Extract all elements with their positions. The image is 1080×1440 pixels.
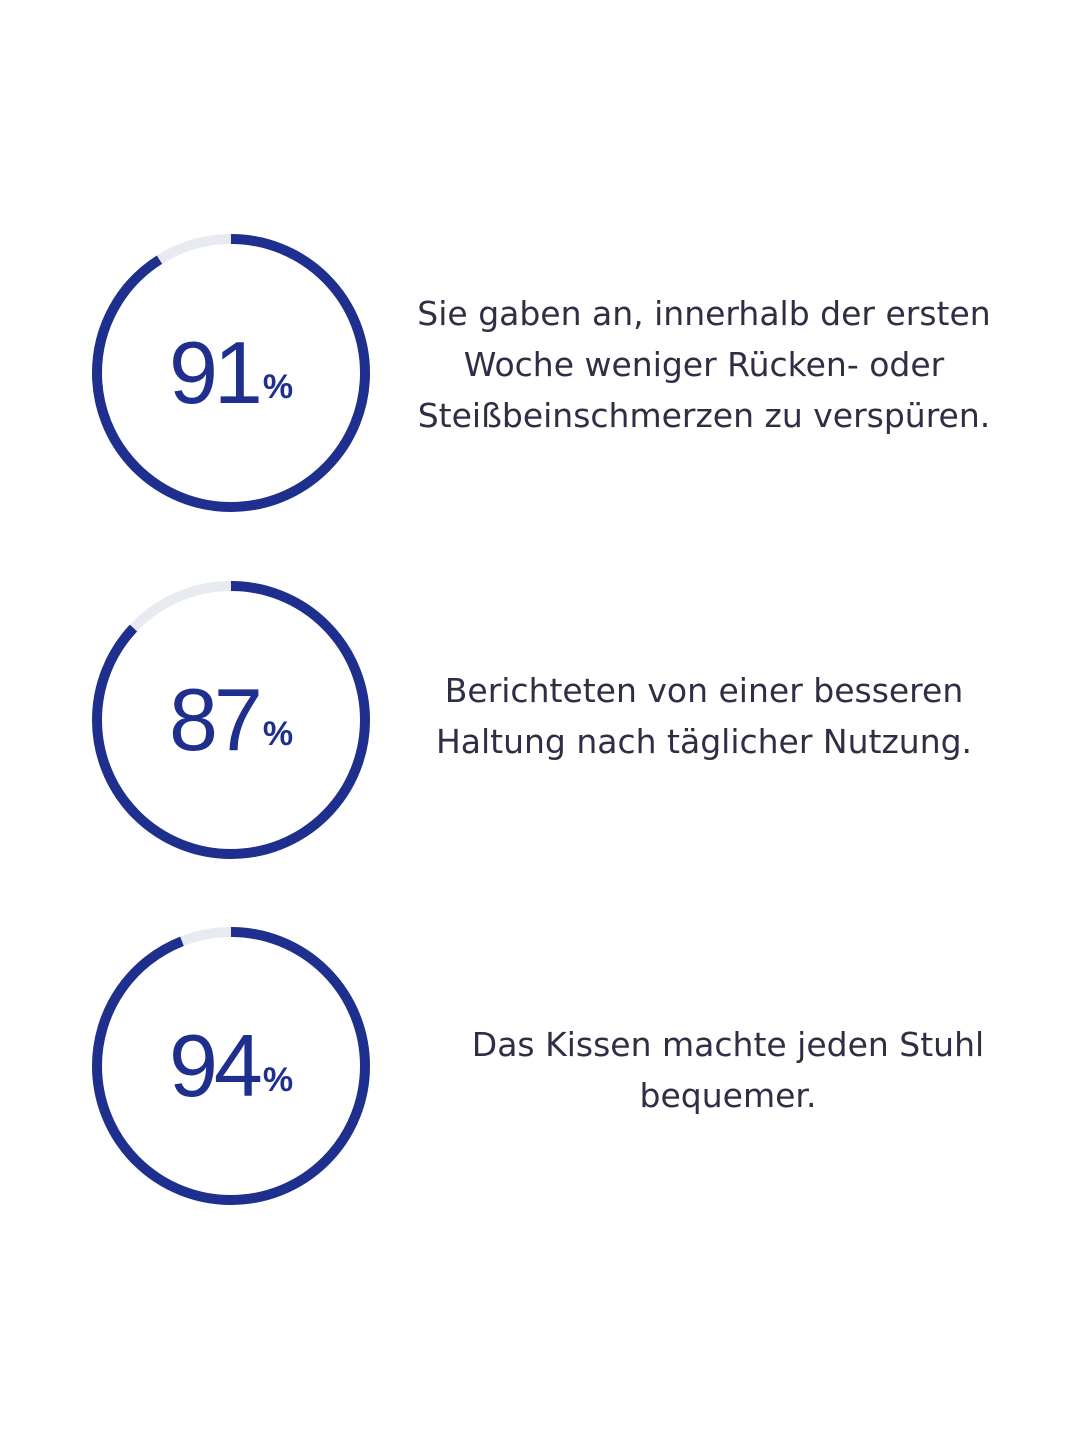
percentage-number: 91 (168, 323, 263, 422)
progress-ring-graphic (92, 927, 370, 1205)
stat-description: Das Kissen machte jeden Stuhl bequemer. (471, 1025, 985, 1115)
percentage-sign: % (262, 368, 294, 406)
percentage-value: 91% (88, 230, 374, 516)
percentage-sign: % (262, 715, 294, 753)
progress-ring: 87% (88, 577, 374, 863)
stat-description: Sie gaben an, innerhalb der ersten Woche… (417, 294, 991, 435)
percentage-value: 94% (88, 923, 374, 1209)
ring-progress-arc (92, 234, 370, 512)
ring-progress-arc (92, 927, 370, 1205)
progress-ring-graphic (92, 234, 370, 512)
percentage-sign: % (262, 1061, 294, 1099)
percentage-number: 87 (168, 670, 263, 769)
stat-row-1: 91% Sie gaben an, innerhalb der ersten W… (0, 230, 1080, 520)
progress-ring-graphic (92, 581, 370, 859)
stat-description: Berichteten von einer besseren Haltung n… (435, 671, 973, 761)
percentage-value: 87% (88, 577, 374, 863)
progress-ring: 91% (88, 230, 374, 516)
progress-ring: 94% (88, 923, 374, 1209)
percentage-number: 94 (168, 1016, 263, 1115)
ring-progress-arc (92, 581, 370, 859)
stat-row-2: 87% Berichteten von einer besseren Haltu… (0, 577, 1080, 867)
stat-row-3: 94% Das Kissen machte jeden Stuhl bequem… (0, 923, 1080, 1213)
